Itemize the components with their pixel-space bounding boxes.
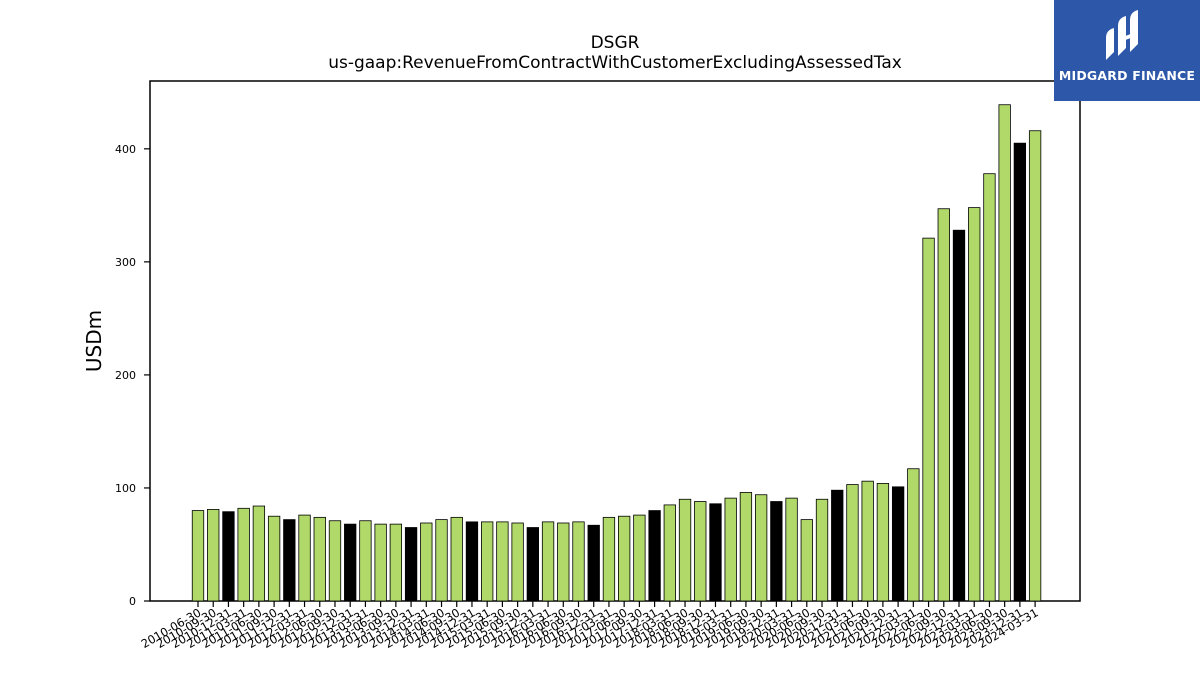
bar (222, 511, 235, 602)
y-tick-label: 200 (115, 369, 136, 382)
bar (876, 483, 890, 602)
bar (800, 519, 813, 602)
bar (465, 521, 479, 602)
bar (815, 498, 829, 602)
bar (450, 516, 463, 602)
bar (374, 523, 387, 602)
y-axis-label: USDm (82, 310, 106, 372)
bar (785, 497, 798, 602)
bar (526, 527, 539, 602)
bar (496, 521, 509, 602)
bar (511, 522, 524, 602)
midgard-logo-icon (1106, 10, 1138, 60)
bar (968, 207, 981, 602)
bar (267, 515, 281, 602)
bar (633, 514, 646, 602)
bar (861, 480, 874, 602)
bar (1013, 142, 1027, 602)
bar (541, 521, 555, 602)
logo-brand-text: MIDGARD FINANCE (1058, 68, 1196, 83)
x-axis: 2010-06-302010-09-302010-12-312011-03-31… (139, 601, 1041, 651)
bar (846, 484, 859, 602)
bar (937, 208, 950, 602)
bar (207, 509, 220, 602)
bar (557, 522, 570, 602)
bar (435, 519, 448, 602)
bar (618, 515, 631, 602)
bar (922, 237, 935, 602)
y-tick-label: 400 (115, 143, 136, 156)
bar (709, 503, 722, 602)
bar (587, 524, 600, 602)
bar (389, 523, 403, 602)
bar (694, 501, 707, 602)
bar (420, 522, 433, 602)
chart-subtitle: us-gaap:RevenueFromContractWithCustomerE… (328, 53, 902, 73)
chart-title: DSGR (591, 33, 640, 53)
y-axis: 0 100 200 300 400 (115, 143, 150, 608)
bar (328, 520, 342, 602)
bar (602, 516, 616, 602)
bar (237, 507, 250, 602)
bar (252, 505, 266, 602)
bar (572, 521, 585, 602)
bar (754, 494, 768, 602)
bar (283, 519, 296, 602)
bar (313, 516, 326, 602)
y-tick-label: 0 (129, 595, 136, 608)
bar (344, 523, 357, 602)
bar (831, 489, 844, 602)
bar (648, 510, 661, 602)
bar (481, 521, 494, 602)
bar (998, 104, 1011, 602)
bar (1028, 130, 1042, 602)
bar (404, 527, 418, 602)
bar (983, 173, 996, 602)
bar (359, 520, 372, 602)
bar (191, 510, 205, 602)
bar (663, 504, 676, 602)
bar (739, 492, 753, 602)
midgard-finance-logo: MIDGARD FINANCE (1054, 0, 1200, 101)
bar-series (191, 104, 1042, 602)
bar (907, 468, 920, 602)
y-tick-label: 300 (115, 256, 136, 269)
bar (298, 514, 311, 602)
bar (891, 486, 905, 602)
y-tick-label: 100 (115, 482, 136, 495)
bar (724, 497, 737, 602)
bar (678, 498, 692, 602)
bar (770, 501, 783, 602)
bar (952, 229, 966, 602)
